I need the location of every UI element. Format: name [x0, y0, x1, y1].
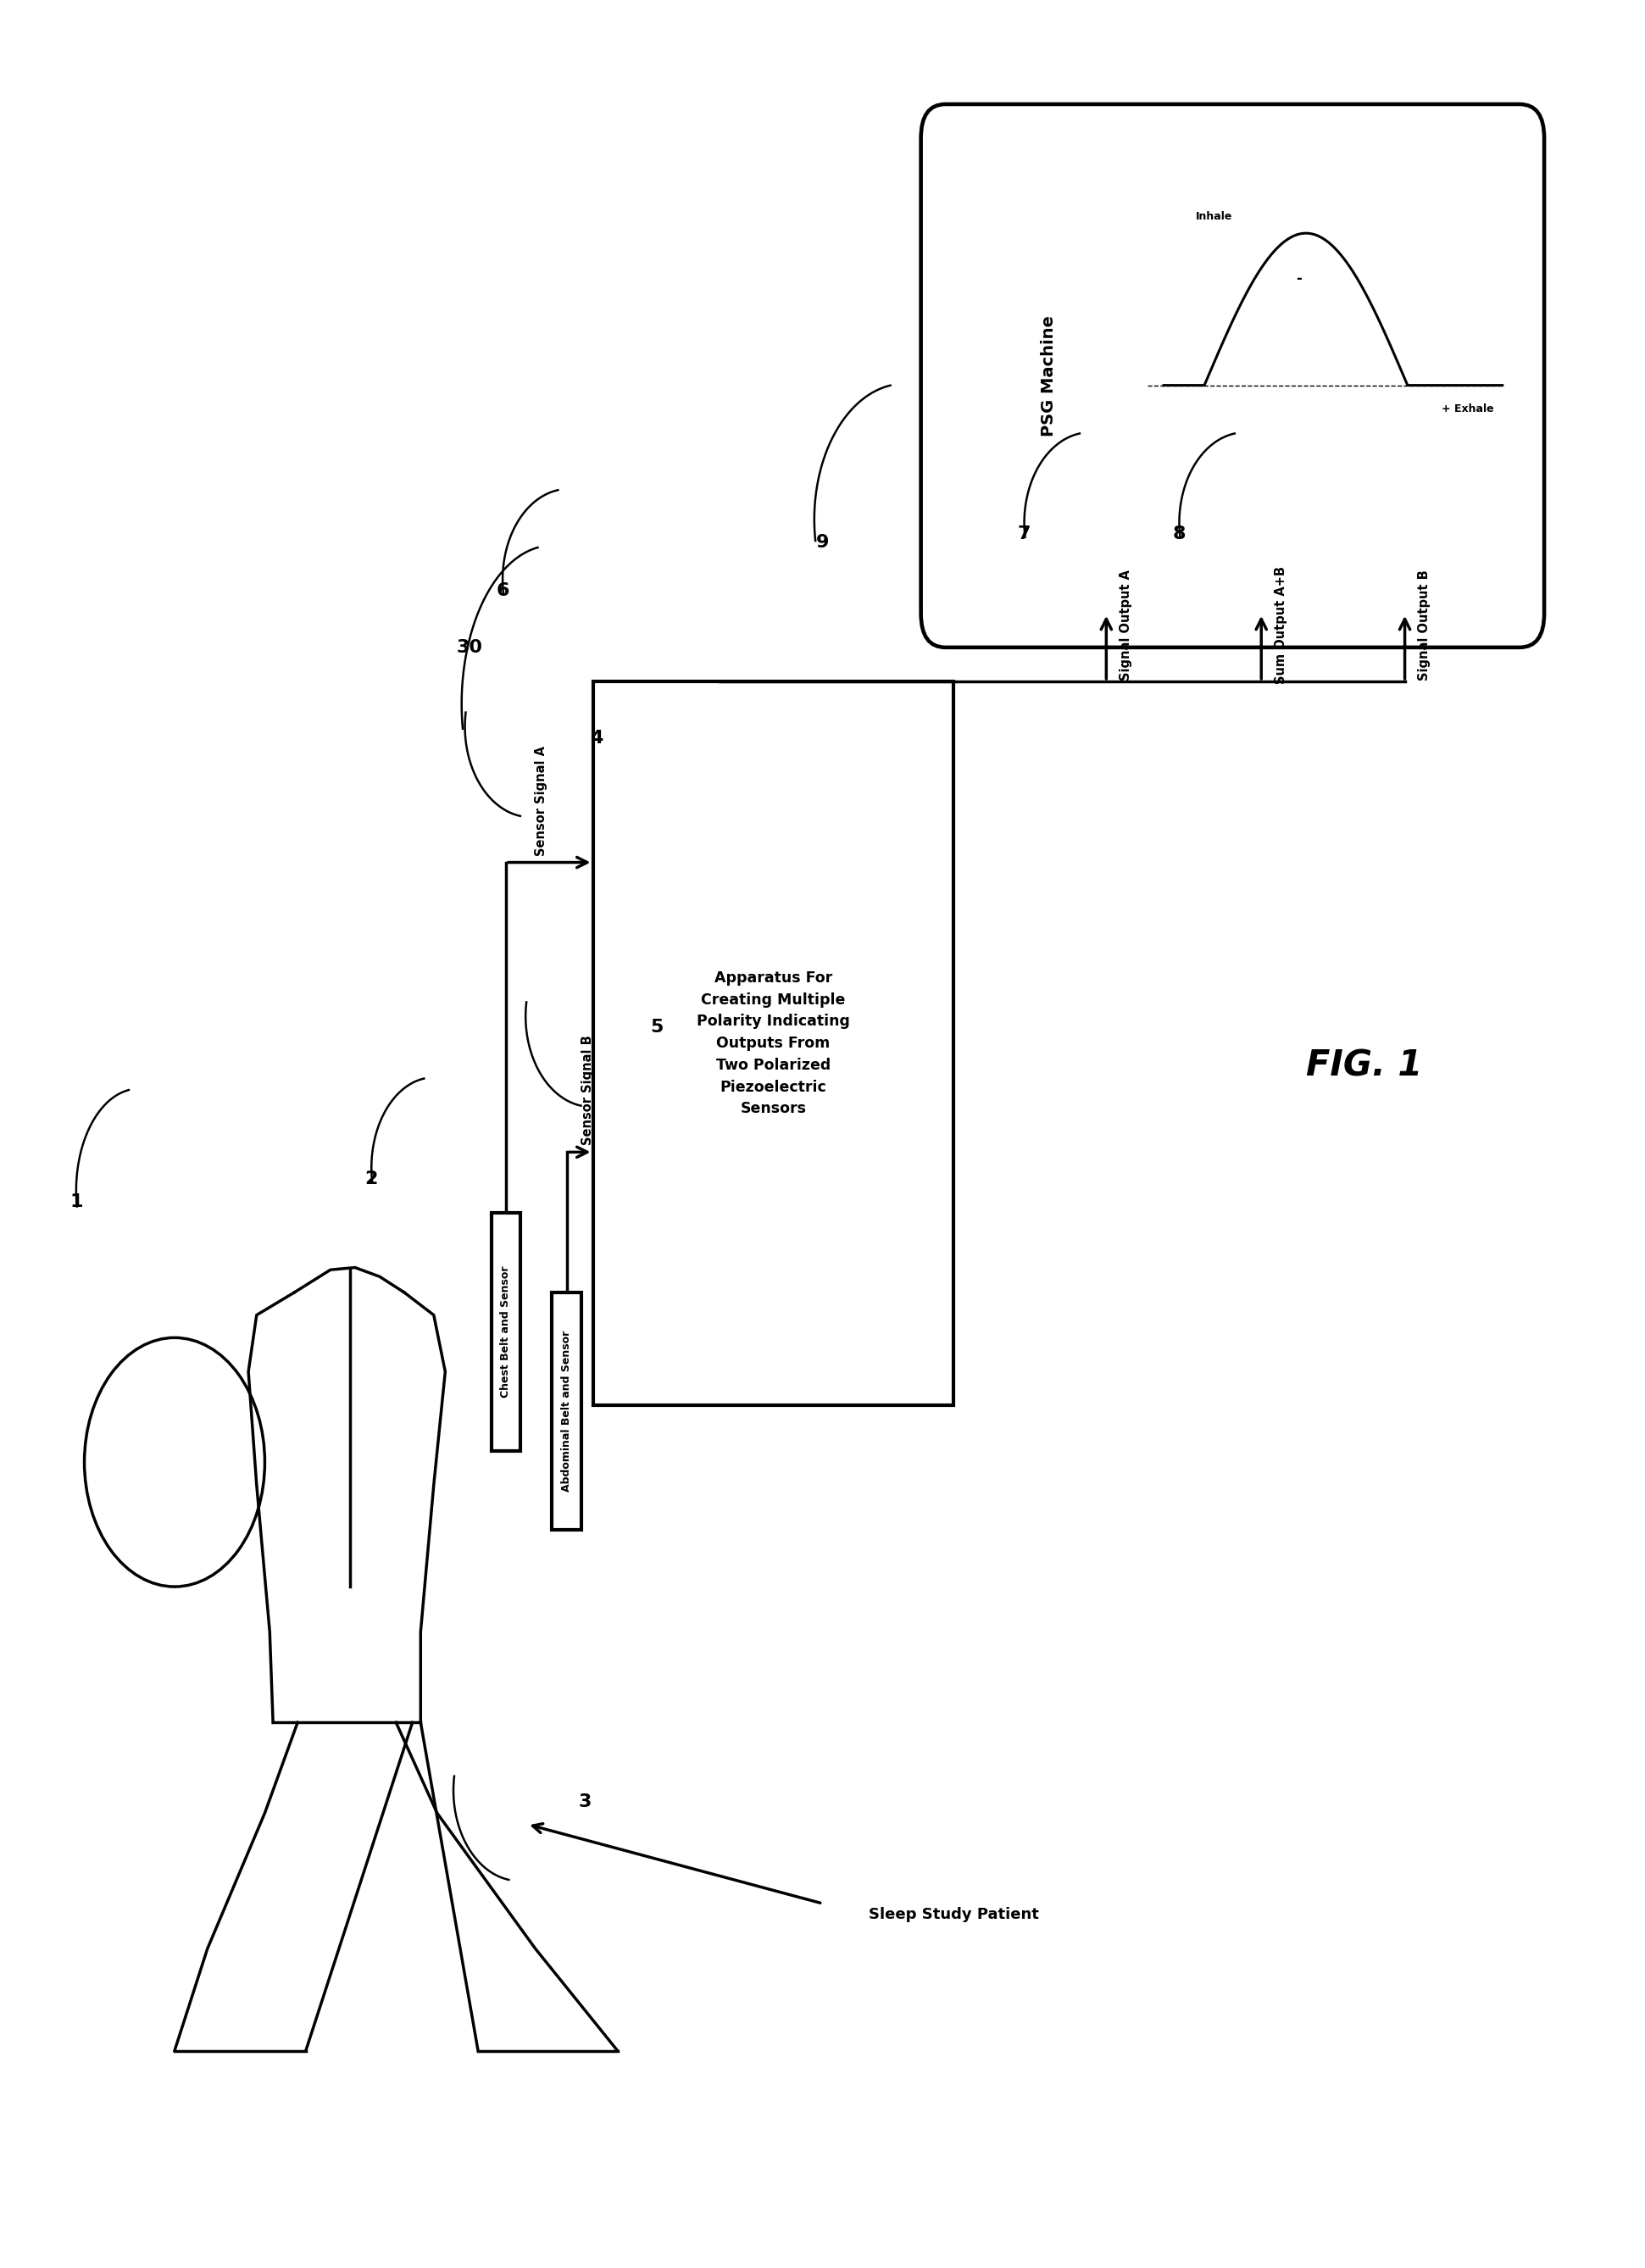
Text: 1: 1 — [69, 1193, 82, 1211]
Text: Signal Output A: Signal Output A — [1119, 569, 1132, 680]
Text: Sleep Study Patient: Sleep Study Patient — [869, 1907, 1040, 1923]
Text: Chest Belt and Sensor: Chest Belt and Sensor — [500, 1266, 512, 1397]
Text: FIG. 1: FIG. 1 — [1306, 1048, 1421, 1084]
Text: 3: 3 — [577, 1794, 591, 1810]
Text: 7: 7 — [1018, 526, 1031, 542]
FancyBboxPatch shape — [921, 104, 1545, 646]
Text: + Exhale: + Exhale — [1443, 404, 1494, 415]
Text: Abdominal Belt and Sensor: Abdominal Belt and Sensor — [561, 1331, 572, 1492]
Text: -: - — [1296, 272, 1303, 286]
FancyBboxPatch shape — [551, 1293, 581, 1531]
Text: 5: 5 — [650, 1018, 663, 1036]
Text: Sensor Signal A: Sensor Signal A — [535, 746, 548, 855]
Text: 6: 6 — [497, 583, 510, 599]
Text: 4: 4 — [589, 730, 602, 746]
Text: 8: 8 — [1173, 526, 1186, 542]
Text: Apparatus For
Creating Multiple
Polarity Indicating
Outputs From
Two Polarized
P: Apparatus For Creating Multiple Polarity… — [696, 971, 850, 1116]
Text: Inhale: Inhale — [1196, 211, 1232, 222]
FancyBboxPatch shape — [592, 680, 954, 1406]
Text: Signal Output B: Signal Output B — [1418, 569, 1431, 680]
Text: Sum Output A+B: Sum Output A+B — [1275, 565, 1286, 683]
Text: PSG Machine: PSG Machine — [1041, 315, 1056, 435]
Text: 2: 2 — [365, 1170, 378, 1188]
Text: 9: 9 — [816, 533, 829, 551]
Text: Sensor Signal B: Sensor Signal B — [582, 1036, 594, 1145]
Text: 30: 30 — [457, 640, 484, 655]
FancyBboxPatch shape — [492, 1213, 521, 1452]
